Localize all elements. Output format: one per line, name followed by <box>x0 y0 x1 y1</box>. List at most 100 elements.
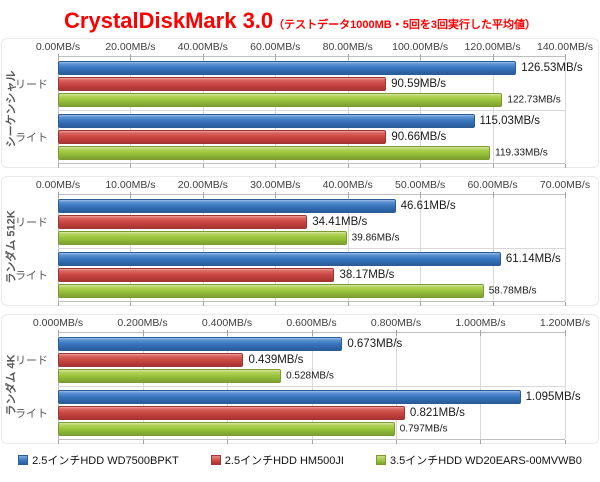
tick-mark-bottom <box>492 302 494 306</box>
category-label-read: リード <box>15 78 48 91</box>
x-tick-label: 1.000MB/s <box>455 317 506 329</box>
x-tick-label: 60.00MB/s <box>250 41 301 53</box>
chart-title: CrystalDiskMark 3.0（テストデータ1000MB・5回を3回実行… <box>0 4 600 38</box>
axis-title-box-random-4k: ランダム 4K <box>3 332 18 438</box>
bar-green-write: 58.78MB/s <box>58 284 537 298</box>
value-label-red-write: 38.17MB/s <box>339 269 395 281</box>
legend-swatch-blue-icon <box>18 455 29 465</box>
bar-red-read: 34.41MB/s <box>58 214 367 229</box>
x-tick-label: 0.600MB/s <box>286 317 337 329</box>
tick-mark-bottom <box>565 302 566 306</box>
tick-mark-top <box>347 54 349 60</box>
x-tick-label: 0.400MB/s <box>201 317 253 329</box>
bar-red-read: 0.439MB/s <box>58 352 303 367</box>
value-label-red-read: 0.439MB/s <box>248 353 304 366</box>
value-label-blue-write: 1.095MB/s <box>525 391 581 403</box>
bar-blue-write: 61.14MB/s <box>58 252 561 266</box>
x-tick-label: 1.200MB/s <box>539 317 591 329</box>
tick-mark-top <box>565 192 566 198</box>
tick-mark-bottom <box>396 440 397 444</box>
category-group-write: ライト 1.095MB/s 0.821MB/s 0.797MB/s <box>15 386 581 439</box>
tick-mark-top <box>347 192 349 198</box>
tick-mark-bottom <box>480 440 482 444</box>
category-group-read: リード 0.673MB/s 0.439MB/s 0.528MB/s <box>15 333 565 386</box>
category-group-write: ライト 115.03MB/s 90.66MB/s 119.33MB/s <box>15 110 565 163</box>
tick-mark-top <box>58 54 59 60</box>
x-tick-label: 30.00MB/s <box>250 179 301 191</box>
tick-mark-top <box>202 192 204 198</box>
value-label-green-read: 0.528MB/s <box>286 370 334 381</box>
axis-title-box-random-512k: ランダム 512K <box>3 194 18 300</box>
tick-mark-bottom <box>130 164 132 168</box>
category-label-read: リード <box>15 216 48 229</box>
tick-mark-bottom <box>347 302 349 306</box>
category-group-read: リード 126.53MB/s 90.59MB/s 122.73MB/s <box>15 57 583 110</box>
tick-mark-bottom <box>226 440 228 444</box>
chart-title-sub: （テストデータ1000MB・5回を3回実行した平均値） <box>273 19 536 31</box>
value-label-green-write: 0.797MB/s <box>399 423 448 435</box>
tick-mark-top <box>130 192 132 198</box>
value-label-red-read: 34.41MB/s <box>312 215 368 228</box>
bar-green-write: 0.797MB/s <box>58 422 448 436</box>
tick-mark-bottom <box>420 164 422 168</box>
tick-mark-bottom <box>565 440 566 444</box>
x-tick-label: 80.00MB/s <box>322 41 373 53</box>
bar-green-read: 0.528MB/s <box>58 368 334 383</box>
category-label-write: ライト <box>15 132 48 144</box>
legend-label-green: 3.5インチHDD WD20EARS-00MVWB0 <box>389 455 582 467</box>
bar-blue-write: 115.03MB/s <box>58 114 540 128</box>
value-label-green-write: 119.33MB/s <box>495 147 548 159</box>
value-label-blue-write: 61.14MB/s <box>505 253 561 265</box>
legend-label-red: 2.5インチHDD HM500JI <box>224 455 344 467</box>
x-tick-label: 0.00MB/s <box>35 41 81 53</box>
x-tick-label: 120.00MB/s <box>464 41 521 53</box>
category-group-read: リード 46.61MB/s 34.41MB/s 39.86MB/s <box>15 195 565 248</box>
plot-area-random-512k: 0.00MB/s 10.00MB/s 20.00MB/s 30.00MB/s 40.00… <box>15 179 590 306</box>
value-label-blue-read: 126.53MB/s <box>521 61 583 74</box>
tick-mark-bottom <box>58 302 59 306</box>
x-tick-label: 60.00MB/s <box>467 179 518 191</box>
value-label-red-write: 90.66MB/s <box>391 131 447 143</box>
x-tick-label: 70.00MB/s <box>539 179 591 191</box>
category-label-write: ライト <box>15 270 48 282</box>
x-tick-label: 40.00MB/s <box>322 179 373 191</box>
value-label-green-read: 122.73MB/s <box>507 94 561 105</box>
tick-mark-bottom <box>311 440 313 444</box>
tick-mark-top <box>58 330 59 336</box>
chart-sequential: 0.00MB/s 20.00MB/s 40.00MB/s 60.00MB/s 80.00… <box>1 38 599 168</box>
x-tick-label: 50.00MB/s <box>395 179 446 191</box>
tick-mark-top <box>420 54 422 60</box>
x-tick-label: 0.200MB/s <box>117 317 168 329</box>
tick-mark-top <box>275 54 277 60</box>
value-label-blue-read: 0.673MB/s <box>347 337 403 350</box>
axis-title-box-sequential: シーケンシャル <box>3 56 18 162</box>
tick-mark-bottom <box>347 164 349 168</box>
tick-mark-bottom <box>58 164 59 168</box>
tick-mark-top <box>311 330 313 336</box>
x-tick-label: 40.00MB/s <box>177 41 228 53</box>
tick-mark-bottom <box>275 302 277 306</box>
tick-mark-top <box>420 192 422 198</box>
tick-mark-bottom <box>492 164 494 168</box>
tick-mark-bottom <box>130 302 132 306</box>
legend-item-blue: 2.5インチHDD WD7500BPKT <box>18 452 179 468</box>
legend-label-blue: 2.5インチHDD WD7500BPKT <box>32 455 179 467</box>
x-tick-label: 0.00MB/s <box>35 179 81 191</box>
x-tick-label: 100.00MB/s <box>392 41 449 53</box>
legend-item-green: 3.5インチHDD WD20EARS-00MVWB0 <box>375 452 582 468</box>
chart-random-512k: 0.00MB/s 10.00MB/s 20.00MB/s 30.00MB/s 40.00… <box>1 176 599 306</box>
charts-container: 0.00MB/s 20.00MB/s 40.00MB/s 60.00MB/s 80.00… <box>0 38 600 444</box>
bar-red-write: 90.66MB/s <box>58 130 446 144</box>
value-label-red-read: 90.59MB/s <box>391 77 447 90</box>
tick-mark-bottom <box>420 302 422 306</box>
tick-mark-top <box>226 330 228 336</box>
tick-mark-top <box>202 54 204 60</box>
chart-random-4k: 0.000MB/s 0.200MB/s 0.400MB/s 0.600MB/s 0.80… <box>1 314 599 444</box>
x-tick-label: 20.00MB/s <box>105 41 156 53</box>
tick-mark-top <box>480 330 482 336</box>
value-label-green-read: 39.86MB/s <box>351 232 400 243</box>
category-label-write: ライト <box>15 408 48 420</box>
tick-mark-bottom <box>202 164 204 168</box>
tick-mark-top <box>492 192 494 198</box>
category-group-write: ライト 61.14MB/s 38.17MB/s 58.78MB/s <box>15 248 565 301</box>
